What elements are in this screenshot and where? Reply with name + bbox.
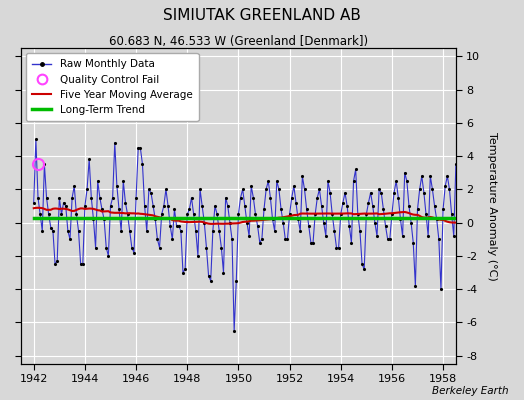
Title: 60.683 N, 46.533 W (Greenland [Denmark]): 60.683 N, 46.533 W (Greenland [Denmark]) xyxy=(109,35,368,48)
Text: Berkeley Earth: Berkeley Earth xyxy=(432,386,508,396)
Y-axis label: Temperature Anomaly (°C): Temperature Anomaly (°C) xyxy=(487,132,497,280)
Text: SIMIUTAK GREENLAND AB: SIMIUTAK GREENLAND AB xyxy=(163,8,361,23)
Legend: Raw Monthly Data, Quality Control Fail, Five Year Moving Average, Long-Term Tren: Raw Monthly Data, Quality Control Fail, … xyxy=(26,53,199,121)
